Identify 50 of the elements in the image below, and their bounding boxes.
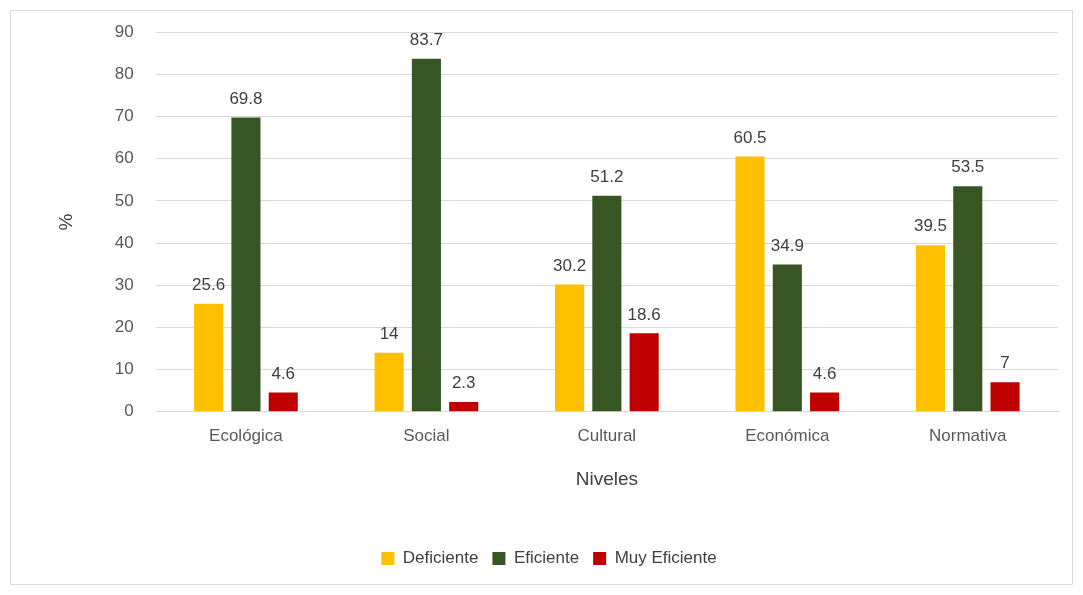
y-tick-label: 70 — [114, 106, 134, 126]
bar — [592, 195, 622, 412]
bar — [449, 402, 479, 412]
bar — [915, 245, 946, 412]
data-label: 51.2 — [590, 167, 624, 187]
bar — [990, 382, 1020, 412]
x-tick-label: Social — [403, 425, 450, 445]
bar — [231, 117, 261, 412]
legend-label: Deficiente — [402, 548, 479, 568]
bar — [194, 303, 224, 412]
bar — [629, 333, 659, 412]
data-label: 39.5 — [913, 216, 948, 236]
y-tick-label: 30 — [114, 274, 134, 294]
data-label: 53.5 — [951, 157, 985, 177]
data-label: 14 — [379, 323, 399, 343]
data-label: 25.6 — [192, 275, 226, 295]
y-tick-label: 80 — [114, 64, 134, 84]
data-label: 69.8 — [229, 88, 263, 108]
bar — [374, 352, 404, 412]
legend-label: Muy Eficiente — [614, 548, 717, 568]
y-tick-label: 60 — [114, 148, 134, 168]
y-tick-label: 40 — [114, 232, 134, 252]
bar — [772, 264, 802, 412]
x-tick-label: Económica — [745, 425, 830, 445]
data-label: 18.6 — [627, 304, 661, 324]
data-label: 60.5 — [733, 127, 767, 147]
bar — [555, 284, 585, 412]
data-label: 30.2 — [553, 255, 587, 275]
bar — [810, 392, 840, 412]
y-tick-label: 50 — [114, 190, 134, 210]
y-tick-label: 0 — [124, 401, 134, 421]
y-tick-label: 10 — [114, 359, 134, 379]
y-tick-label: 90 — [114, 21, 134, 41]
x-tick-label: Cultural — [577, 425, 637, 445]
bar — [268, 392, 298, 412]
x-axis-title: Niveles — [575, 467, 639, 489]
data-label: 4.6 — [812, 363, 837, 383]
data-label: 34.9 — [770, 235, 804, 255]
data-label: 4.6 — [271, 363, 296, 383]
y-axis-title: % — [54, 213, 76, 231]
x-tick-label: Ecológica — [209, 425, 284, 445]
data-label: 83.7 — [409, 29, 443, 49]
x-tick-label: Normativa — [929, 425, 1008, 445]
legend-label: Eficiente — [513, 548, 580, 568]
y-tick-label: 20 — [114, 317, 134, 337]
data-label: 2.3 — [451, 373, 476, 393]
bar — [735, 156, 765, 412]
data-label: 7 — [1000, 353, 1010, 373]
bar — [411, 58, 441, 412]
bar — [953, 186, 983, 412]
